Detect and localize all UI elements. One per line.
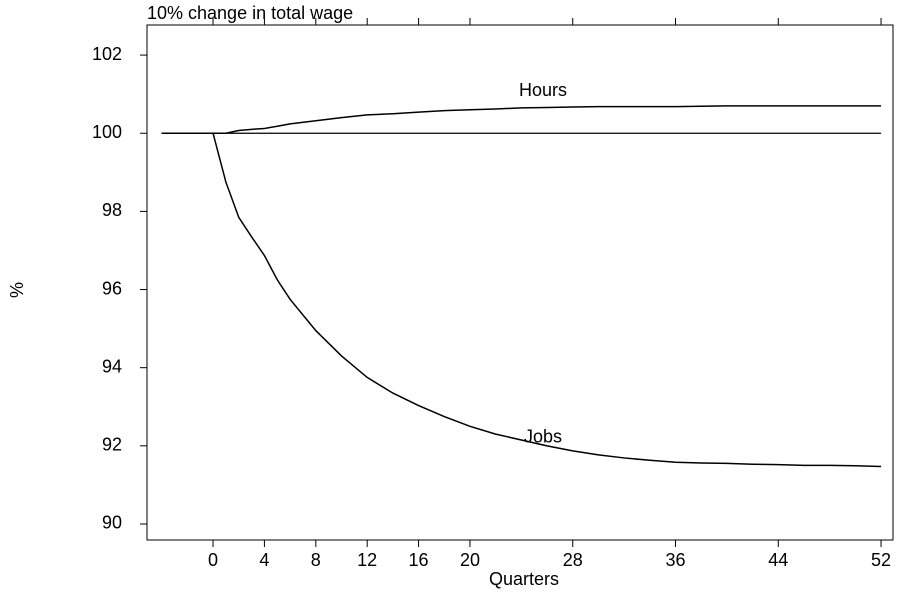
series-label: Jobs [524,427,562,447]
x-tick-label: 8 [311,550,321,570]
x-tick-label: 0 [208,550,218,570]
y-tick-label: 90 [102,513,122,533]
x-tick-label: 16 [409,550,429,570]
x-tick-label: 28 [563,550,583,570]
series-label: Hours [519,80,567,100]
series-line [161,105,882,134]
series-line [161,132,882,468]
y-tick-label: 100 [92,122,122,142]
y-tick-label: 96 [102,278,122,298]
chart-title: 10% change in total wage [147,3,353,23]
x-tick-label: 44 [768,550,788,570]
y-tick-label: 92 [102,435,122,455]
x-tick-label: 4 [259,550,269,570]
x-tick-label: 52 [871,550,891,570]
x-tick-label: 20 [460,550,480,570]
y-tick-label: 98 [102,200,122,220]
x-axis-label: Quarters [489,569,559,589]
x-tick-label: 36 [665,550,685,570]
y-tick-label: 102 [92,44,122,64]
y-tick-label: 94 [102,356,122,376]
y-axis-label: % [7,282,27,298]
plot-frame [146,24,894,541]
x-tick-label: 12 [357,550,377,570]
